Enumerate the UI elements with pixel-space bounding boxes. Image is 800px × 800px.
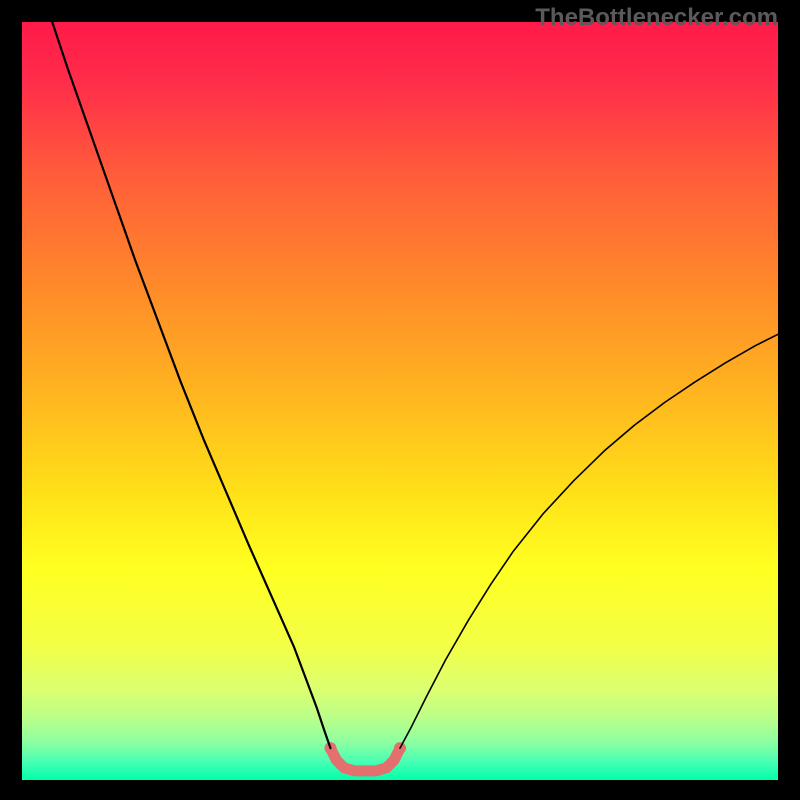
left-curve: [52, 22, 330, 748]
overlay-u-curve: [330, 748, 400, 771]
curve-layer: [0, 0, 800, 800]
chart-stage: TheBottlenecker.com: [0, 0, 800, 800]
right-curve: [400, 334, 778, 748]
